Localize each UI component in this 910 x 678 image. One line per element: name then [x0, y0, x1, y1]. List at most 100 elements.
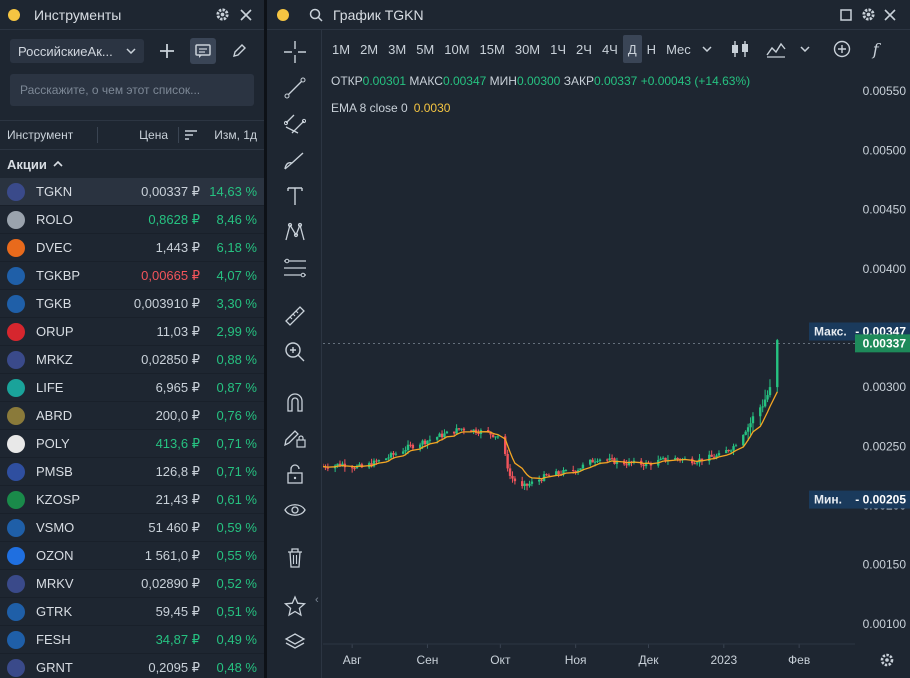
timeframe-button[interactable]: 2М [360, 41, 379, 57]
candle-body [555, 471, 558, 476]
candles-chart-type-button[interactable] [722, 35, 758, 63]
timeframe-button[interactable]: 5М [416, 41, 435, 57]
instrument-row[interactable]: TGKBP 0,00665 ₽ 4,07 % [0, 262, 264, 290]
price: 0,02890 ₽ [141, 575, 200, 591]
sort-icon[interactable] [185, 130, 197, 140]
panel-link-dot[interactable] [8, 8, 20, 21]
timeframe-button[interactable]: 30М [514, 41, 541, 57]
price-tick-label: 0.00400 [863, 262, 907, 276]
price: 1 561,0 ₽ [144, 547, 200, 563]
favorites-tool[interactable] [281, 592, 309, 620]
instrument-row[interactable]: TGKN 0,00337 ₽ 14,63 % [0, 178, 264, 206]
group-header-stocks[interactable]: Акции [0, 150, 264, 178]
instrument-row[interactable]: TGKB 0,003910 ₽ 3,30 % [0, 290, 264, 318]
ema-legend[interactable]: EMA 8 close 0 0.0030 [331, 101, 450, 115]
gear-icon[interactable] [212, 5, 232, 25]
timeframe-button[interactable]: Д [622, 35, 642, 63]
instrument-row[interactable]: VSMO 51 460 ₽ 0,59 % [0, 514, 264, 542]
close-value: 0.00337 [593, 74, 638, 88]
instrument-row[interactable]: KZOSP 21,43 ₽ 0,61 % [0, 486, 264, 514]
lock-tool[interactable] [281, 460, 309, 488]
visibility-tool[interactable] [281, 496, 309, 524]
open-value: 0.00301 [362, 74, 407, 88]
instruments-title: Инструменты [34, 6, 122, 23]
comment-button[interactable] [190, 38, 216, 64]
instrument-row[interactable]: ORUP 11,03 ₽ 2,99 % [0, 318, 264, 346]
change: 6,18 % [216, 240, 257, 255]
search-icon[interactable] [309, 8, 323, 22]
ticker: TGKN [36, 184, 73, 199]
text-tool[interactable] [281, 182, 309, 210]
price-axis[interactable]: 0.005500.005000.004500.004000.003500.003… [863, 84, 907, 631]
chevron-up-icon [53, 161, 63, 167]
brush-tool[interactable] [281, 146, 309, 174]
instrument-row[interactable]: LIFE 6,965 ₽ 0,87 % [0, 374, 264, 402]
candle-body [761, 406, 764, 408]
candle-body [370, 463, 373, 467]
timeframe-button[interactable]: Мес [666, 41, 691, 57]
column-instrument[interactable]: Инструмент [7, 128, 74, 142]
instrument-row[interactable]: FESH 34,87 ₽ 0,49 % [0, 626, 264, 654]
instrument-row[interactable]: ROLO 0,8628 ₽ 8,46 % [0, 206, 264, 234]
plus-icon [160, 44, 174, 58]
layers-tool[interactable] [281, 628, 309, 656]
instrument-row[interactable]: OZON 1 561,0 ₽ 0,55 % [0, 542, 264, 570]
indicators-button[interactable] [758, 35, 794, 63]
list-description-input[interactable]: Расскажите, о чем этот список... [10, 74, 254, 106]
panel-link-dot[interactable] [277, 8, 289, 21]
chart-settings-icon[interactable] [880, 653, 894, 667]
instrument-row[interactable]: POLY 413,6 ₽ 0,71 % [0, 430, 264, 458]
gear-icon[interactable] [858, 5, 878, 25]
collapse-toolbar-icon[interactable]: ‹ [315, 594, 319, 606]
company-logo-icon [7, 574, 25, 593]
candle-body [644, 462, 648, 467]
timeframe-button[interactable]: 2Ч [576, 41, 592, 57]
time-axis[interactable]: Авг Сен Окт Ноя Дек 2023 Фев [343, 653, 810, 667]
chevron-down-icon[interactable] [702, 46, 712, 52]
timeframe-button[interactable]: 10М [444, 41, 470, 57]
magnet-tool[interactable] [281, 388, 309, 416]
timeframe-button[interactable]: 1М [332, 41, 351, 57]
candle-body [576, 470, 580, 473]
price-chart[interactable]: 0.005500.005000.004500.004000.003500.003… [323, 64, 910, 678]
chevron-down-icon[interactable] [800, 46, 810, 52]
instrument-row[interactable]: GRNT 0,2095 ₽ 0,48 % [0, 654, 264, 678]
zoom-tool[interactable] [281, 338, 309, 366]
instrument-row[interactable]: GTRK 59,45 ₽ 0,51 % [0, 598, 264, 626]
delete-drawings-tool[interactable] [281, 544, 309, 572]
close-icon[interactable] [236, 5, 256, 25]
channel-tool[interactable] [281, 110, 309, 138]
column-price[interactable]: Цена [139, 128, 168, 142]
ruler-tool[interactable] [281, 302, 309, 330]
lock-drawing-tool[interactable] [281, 424, 309, 452]
close-icon[interactable] [880, 5, 900, 25]
trendline-tool[interactable] [281, 74, 309, 102]
timeframe-button[interactable]: 1Ч [550, 41, 567, 57]
edit-list-button[interactable] [226, 38, 252, 64]
timeframe-button[interactable]: 4Ч [601, 41, 618, 57]
timeframe-button[interactable]: 15М [479, 41, 505, 57]
drawing-toolbar: ‹ [267, 30, 322, 678]
window-icon[interactable] [836, 5, 856, 25]
text-icon [287, 187, 303, 205]
instrument-list: TGKN 0,00337 ₽ 14,63 % ROLO 0,8628 ₽ 8,46 % DV… [0, 178, 264, 678]
fibonacci-icon [284, 258, 306, 278]
column-change[interactable]: Изм, 1д [179, 128, 257, 142]
timeframe-button[interactable]: Н [646, 41, 657, 57]
instrument-row[interactable]: ABRD 200,0 ₽ 0,76 % [0, 402, 264, 430]
compare-button[interactable] [828, 35, 856, 63]
list-select[interactable]: РоссийскиеАк... [10, 39, 144, 63]
instrument-row[interactable]: DVEC 1,443 ₽ 6,18 % [0, 234, 264, 262]
candle-body [435, 437, 439, 440]
instrument-row[interactable]: MRKZ 0,02850 ₽ 0,88 % [0, 346, 264, 374]
candle-body [700, 458, 704, 462]
pattern-tool[interactable] [281, 218, 309, 246]
crosshair-tool[interactable] [281, 38, 309, 66]
instrument-row[interactable]: PMSB 126,8 ₽ 0,71 % [0, 458, 264, 486]
instrument-row[interactable]: MRKV 0,02890 ₽ 0,52 % [0, 570, 264, 598]
function-button[interactable]: f [868, 35, 884, 63]
change: 0,88 % [216, 352, 257, 367]
fibonacci-tool[interactable] [281, 254, 309, 282]
add-instrument-button[interactable] [154, 38, 180, 64]
timeframe-button[interactable]: 3М [388, 41, 407, 57]
